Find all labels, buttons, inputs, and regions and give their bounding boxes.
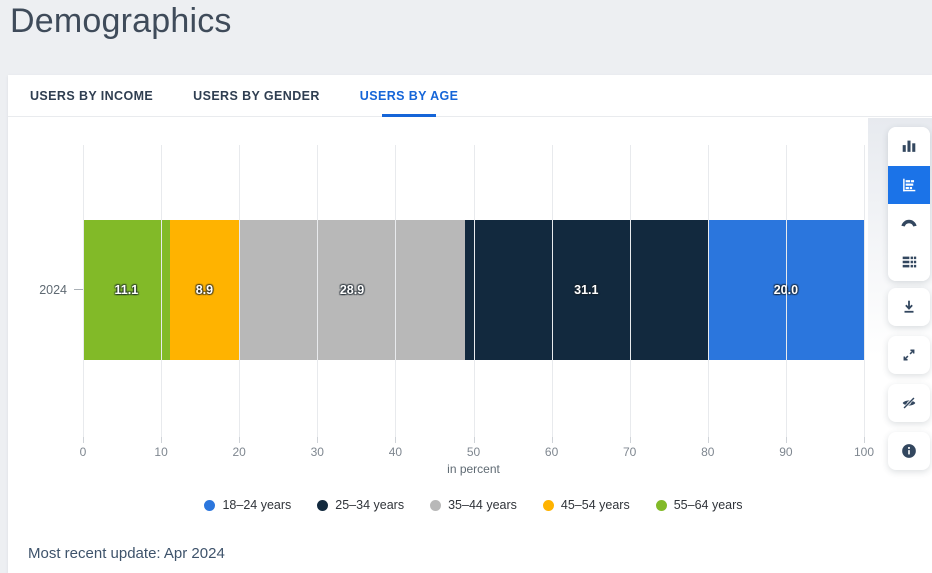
gridline	[161, 145, 163, 437]
legend-dot-icon	[655, 499, 667, 511]
legend-label: 55–64 years	[673, 498, 743, 512]
legend-label: 35–44 years	[448, 498, 517, 512]
axis-tick	[785, 437, 787, 443]
gridline	[317, 145, 319, 437]
info-button[interactable]	[888, 432, 930, 470]
legend-item-18-24-years: 18–24 years	[204, 498, 291, 512]
gridline	[785, 145, 787, 437]
stacked-bar: 11.1 8.9 28.9 31.1 20.0	[83, 220, 864, 360]
legend-item-35-44-years: 35–44 years	[430, 498, 517, 512]
bar-value-label: 8.9	[195, 283, 214, 297]
plot-area: 2024 11.1 8.9 28.9 31.1 20.0 in percent 0 10 2…	[39, 145, 874, 476]
fullscreen-icon	[900, 346, 918, 364]
axis-tick	[473, 437, 475, 443]
download-icon	[900, 298, 918, 316]
gauge-chart-button[interactable]	[888, 204, 930, 243]
legend-dot-icon	[317, 499, 329, 511]
axis-tick-label: 30	[310, 445, 324, 459]
gridline	[395, 145, 397, 437]
bar-value-label: 28.9	[339, 283, 365, 297]
tab-bar: USERS BY INCOME USERS BY GENDER USERS BY A…	[8, 75, 932, 117]
axis-tick-label: 0	[79, 445, 87, 459]
horizontal-bar-chart-button[interactable]	[888, 165, 930, 204]
axis-tick-label: 90	[779, 445, 793, 459]
legend-label: 25–34 years	[335, 498, 405, 512]
axis-tick	[395, 437, 397, 443]
hide-icon	[900, 394, 918, 412]
tab-label: USERS BY GENDER	[193, 88, 320, 103]
category-label: 2024	[39, 283, 67, 297]
gridline	[864, 145, 865, 437]
axis-tick	[864, 437, 865, 443]
axis-tick	[707, 437, 709, 443]
legend-dot-icon	[542, 499, 554, 511]
gauge-chart-icon	[900, 214, 918, 232]
axis-tick-label: 20	[232, 445, 246, 459]
chart-legend: 18–24 years 25–34 years 35–44 years 45–54 y…	[83, 498, 864, 512]
gridline	[629, 145, 631, 437]
legend-item-55-64-years: 55–64 years	[655, 498, 743, 512]
tab-label: USERS BY INCOME	[30, 88, 154, 103]
table-button[interactable]	[888, 242, 930, 281]
tab-users-by-gender[interactable]: USERS BY GENDER	[193, 75, 320, 116]
legend-label: 18–24 years	[222, 498, 292, 512]
column-chart-button[interactable]	[888, 127, 930, 166]
axis-tick-label: 10	[154, 445, 168, 459]
bar-segment-25-34-years[interactable]: 31.1	[464, 220, 708, 360]
bar-value-label: 11.1	[114, 283, 139, 297]
bar-segment-18-24-years[interactable]: 20.0	[707, 220, 864, 360]
axis-tick	[551, 437, 553, 443]
update-note: Most recent update: Apr 2024	[28, 545, 225, 562]
gridline	[707, 145, 709, 437]
legend-dot-icon	[430, 499, 442, 511]
hide-button[interactable]	[888, 384, 930, 422]
toolbar-actions	[888, 281, 930, 470]
column-chart-icon	[900, 137, 918, 155]
axis-tick	[239, 437, 241, 443]
axis-tick-label: 80	[701, 445, 715, 459]
table-icon	[900, 253, 918, 271]
download-button[interactable]	[888, 288, 930, 326]
axis-tick	[317, 437, 319, 443]
axis-tick-label: 40	[388, 445, 403, 459]
gridline	[239, 145, 241, 437]
tab-label: USERS BY AGE	[359, 88, 459, 103]
fullscreen-button[interactable]	[888, 336, 930, 374]
bar-value-label: 31.1	[574, 283, 599, 297]
bar-segment-55-64-years[interactable]: 11.1	[83, 220, 170, 360]
axis-tick	[161, 437, 163, 443]
axis-tick-label: 60	[544, 445, 559, 459]
chart-toolbar	[888, 127, 930, 470]
legend-item-25-34-years: 25–34 years	[317, 498, 404, 512]
bar-segment-45-54-years[interactable]: 8.9	[169, 220, 240, 360]
gridline	[473, 145, 475, 437]
category-tick	[74, 289, 83, 290]
chart-card: USERS BY INCOME USERS BY GENDER USERS BY A…	[8, 75, 932, 573]
horizontal-bar-chart-icon	[900, 176, 918, 194]
axis-tick	[83, 437, 84, 443]
tab-users-by-income[interactable]: USERS BY INCOME	[30, 75, 153, 116]
tab-users-by-age[interactable]: USERS BY AGE	[359, 75, 459, 117]
axis-tick-label: 70	[623, 445, 637, 459]
axis-tick-label: 100	[853, 445, 875, 459]
axis-tick-label: 50	[466, 445, 481, 459]
chart-type-switcher	[888, 127, 930, 281]
legend-label: 45–54 years	[560, 498, 630, 512]
legend-item-45-54-years: 45–54 years	[542, 498, 630, 512]
axis-tick	[629, 437, 631, 443]
page-title: Demographics	[10, 2, 232, 40]
legend-dot-icon	[204, 499, 216, 511]
x-axis-label: in percent	[447, 462, 500, 476]
gridline	[551, 145, 553, 437]
bar-segment-35-44-years[interactable]: 28.9	[239, 220, 465, 360]
gridline	[83, 145, 84, 437]
info-icon	[900, 442, 918, 460]
bar-value-label: 20.0	[774, 283, 798, 297]
active-tab-underline	[382, 114, 437, 117]
